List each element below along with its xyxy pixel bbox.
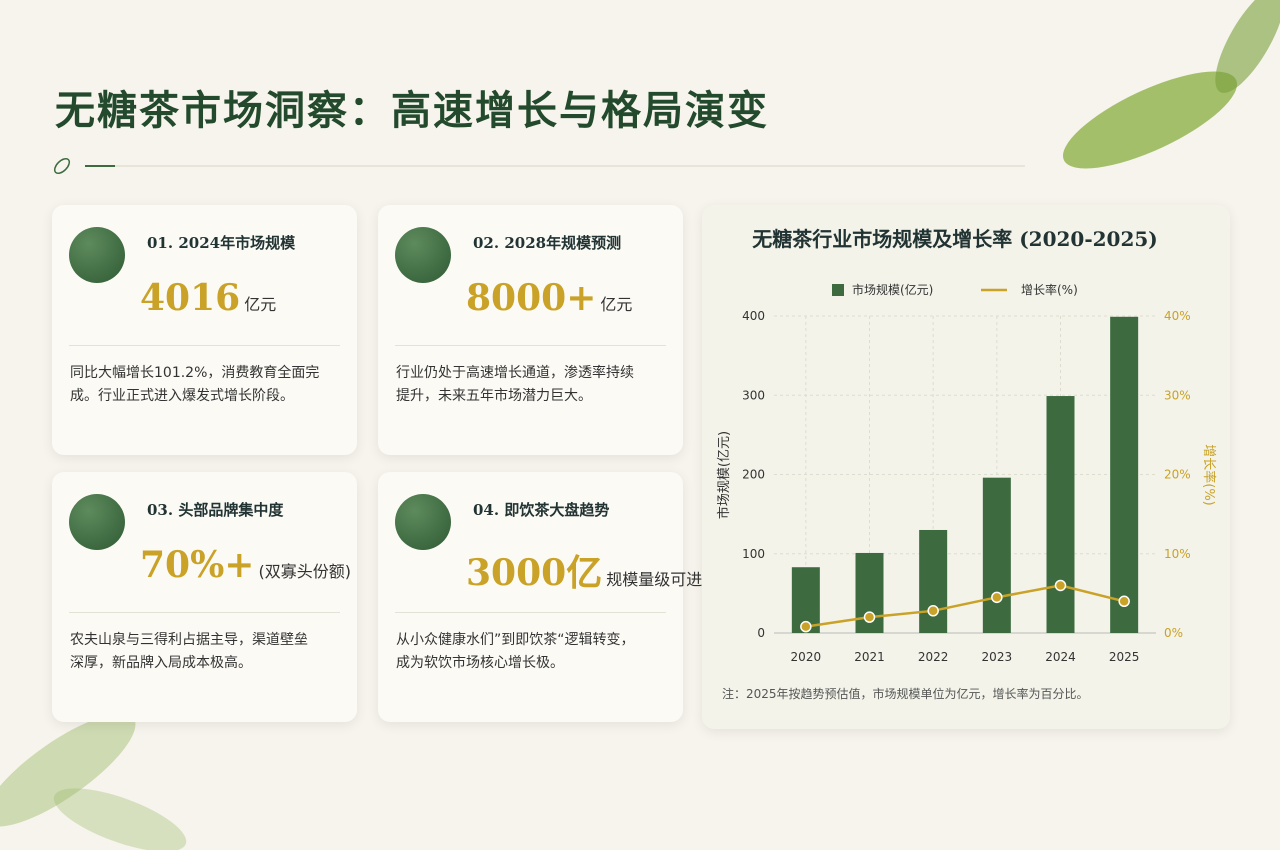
y2-tick-label: 40% — [1164, 309, 1191, 323]
chart-title: 无糖茶行业市场规模及增长率 (2020-2025) — [752, 227, 1158, 251]
line-point — [927, 605, 939, 617]
card-label: 01. 2024年市场规模 — [147, 234, 296, 252]
legend-label: 市场规模(亿元) — [852, 282, 933, 297]
line-point — [1054, 579, 1067, 592]
card: 01. 2024年市场规模 4016 亿元 同比大幅增长101.2%，消费教育全面… — [52, 205, 357, 455]
card-unit: 亿元 — [244, 295, 277, 314]
y-tick-label: 300 — [742, 388, 765, 402]
card-description: 行业仍处于高速增长通道，渗透率持续提升，未来五年市场潜力巨大。 — [396, 365, 634, 404]
divider — [69, 345, 340, 346]
title: 无糖茶市场洞察：高速增长与格局演变 — [55, 87, 769, 134]
card: 03. 头部品牌集中度 70%+ (双寡头份额) 农夫山泉与三得利占据主导，渠道壁… — [52, 472, 357, 722]
card-number: 70%+ — [140, 544, 255, 586]
legend-swatch — [832, 284, 844, 296]
chart-panel — [702, 205, 1230, 729]
card-unit: (双寡头份额) — [258, 562, 351, 581]
card-description: 从小众健康水们”到即饮茶“逻辑转变，成为软饮市场核心增长极。 — [396, 632, 635, 671]
card-icon — [395, 227, 451, 283]
bar — [1046, 396, 1075, 633]
card-icon — [69, 227, 125, 283]
bar — [982, 477, 1011, 633]
line-point — [800, 620, 812, 633]
y-tick-label: 100 — [742, 547, 765, 561]
y-tick-label: 400 — [742, 309, 765, 323]
card-number: 8000+ — [466, 277, 597, 319]
bar — [1110, 316, 1139, 633]
y-tick-label: 200 — [742, 468, 765, 482]
card-unit: 规模量级可进 — [606, 570, 703, 589]
card-description: 农夫山泉与三得利占据主导，渠道壁垒深厚，新品牌入局成本极高。 — [70, 632, 308, 671]
note: 注：2025年按趋势预估值，市场规模单位为亿元，增长率为百分比。 — [722, 686, 1089, 701]
line — [805, 584, 1125, 628]
card-number: 3000亿 — [466, 552, 603, 594]
line-point — [863, 611, 876, 623]
card-value: 4016 亿元 — [140, 277, 276, 319]
y2-tick-label: 20% — [1164, 468, 1191, 482]
card-label: 02. 2028年规模预测 — [473, 234, 622, 252]
card-icon — [69, 494, 125, 550]
y-tick-label: 0 — [757, 626, 765, 640]
line-point — [991, 591, 1003, 604]
bar — [919, 529, 948, 633]
legend-label: 增长率(%) — [1021, 282, 1078, 297]
card-value: 70%+ (双寡头份额) — [140, 544, 351, 586]
x-tick-label: 2020 — [791, 650, 822, 664]
divider — [395, 345, 666, 346]
card-icon — [395, 494, 451, 550]
card: 04. 即饮茶大盘趋势 3000亿 规模量级可进 从小众健康水们”到即饮茶“逻辑转… — [378, 472, 702, 722]
x-tick-label: 2023 — [982, 650, 1013, 664]
card: 02. 2028年规模预测 8000+ 亿元 行业仍处于高速增长通道，渗透率持续提… — [378, 205, 683, 455]
card-value: 3000亿 规模量级可进 — [466, 544, 702, 596]
y2-tick-label: 0% — [1164, 626, 1183, 640]
x-tick-label: 2025 — [1109, 650, 1140, 664]
divider — [69, 612, 340, 613]
card-value: 8000+ 亿元 — [466, 277, 632, 319]
y2-tick-label: 10% — [1164, 547, 1191, 561]
card-label: 04. 即饮茶大盘趋势 — [473, 501, 610, 519]
y2-axis-title: 增长率(%) — [1201, 444, 1217, 506]
card-unit: 亿元 — [600, 295, 633, 314]
card-label: 03. 头部品牌集中度 — [147, 501, 284, 519]
card-description: 同比大幅增长101.2%，消费教育全面完成。行业正式进入爆发式增长阶段。 — [70, 365, 320, 404]
x-tick-label: 2021 — [854, 650, 885, 664]
x-tick-label: 2024 — [1045, 650, 1076, 664]
line-point — [1118, 595, 1130, 608]
y-axis-title: 市场规模(亿元) — [716, 431, 732, 519]
y2-tick-label: 30% — [1164, 388, 1191, 402]
card-number: 4016 — [140, 277, 241, 319]
x-tick-label: 2022 — [918, 650, 949, 664]
divider — [395, 612, 666, 613]
